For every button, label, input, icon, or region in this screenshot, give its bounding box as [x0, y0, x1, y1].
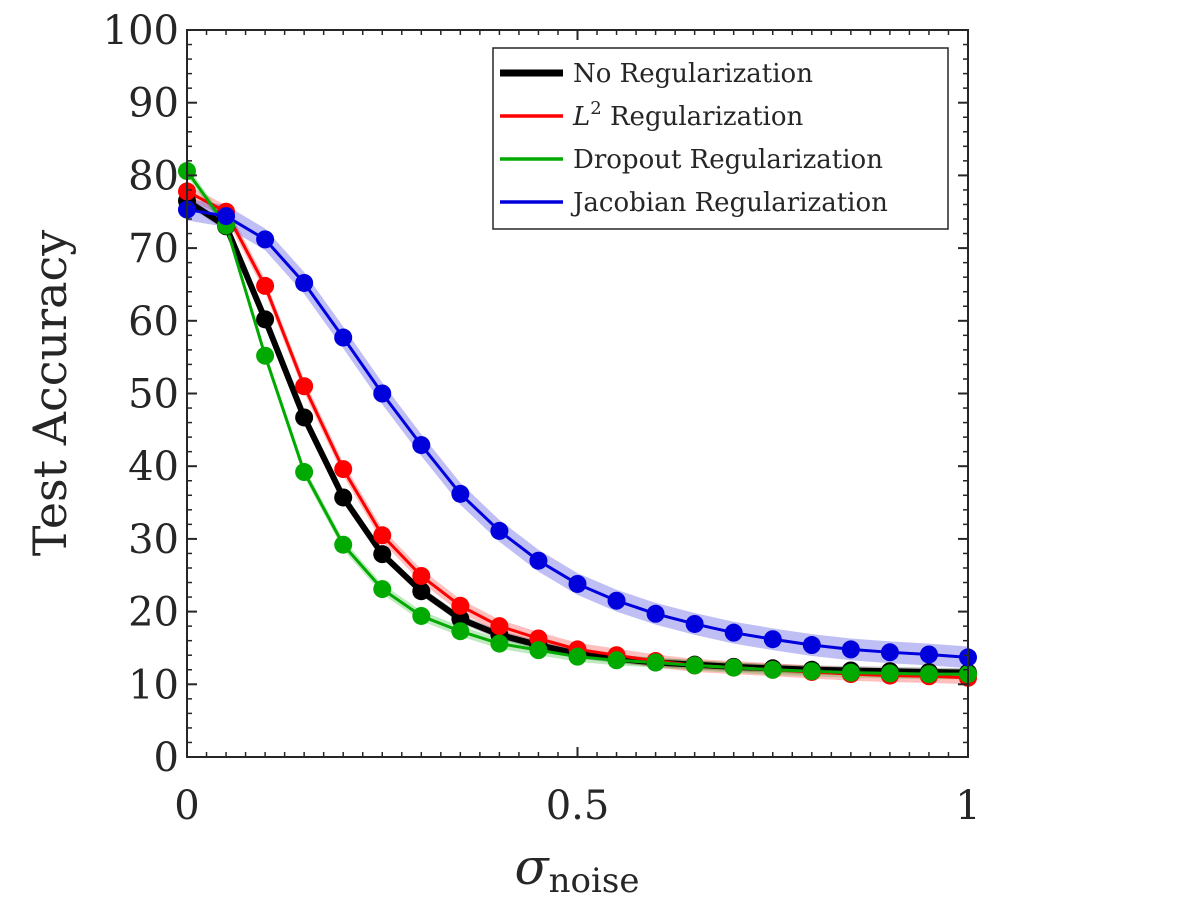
y-axis-label: Test Accuracy [23, 230, 77, 557]
data-point [607, 591, 626, 610]
y-tick-label: 30 [128, 517, 179, 563]
x-tick-label: 1 [955, 783, 980, 829]
legend-label: L2 Regularization [572, 98, 804, 132]
x-axis-label-symbol: σ [515, 838, 551, 896]
data-point [334, 460, 353, 479]
data-point [373, 384, 392, 403]
data-point [334, 535, 353, 554]
data-point [568, 647, 587, 666]
y-tick-label: 50 [128, 372, 179, 418]
x-axis-label-subscript: noise [549, 861, 640, 901]
data-point [841, 663, 860, 682]
y-tick-label: 60 [128, 299, 179, 345]
y-tick-label: 0 [154, 735, 179, 781]
data-point [568, 574, 587, 593]
data-point [763, 630, 782, 649]
y-tick-label: 20 [128, 590, 179, 636]
data-point [295, 377, 314, 396]
x-axis-label: σnoise [515, 838, 640, 901]
data-point [256, 276, 275, 295]
data-point [451, 609, 470, 628]
data-point [217, 207, 236, 226]
data-point [256, 310, 275, 329]
axis-ticks [186, 29, 969, 758]
legend-label: No Regularization [573, 59, 813, 89]
data-point [373, 526, 392, 545]
y-tick-label: 40 [128, 444, 179, 490]
data-point [880, 643, 899, 662]
y-tick-label: 100 [103, 8, 179, 54]
series-markers [178, 162, 977, 687]
y-tick-label: 10 [128, 662, 179, 708]
data-point [841, 640, 860, 659]
data-point [529, 551, 548, 570]
legend-box [492, 47, 949, 230]
data-point [373, 580, 392, 599]
legend-label-main: No Regularization [573, 59, 813, 89]
data-point [451, 596, 470, 615]
data-point [334, 488, 353, 507]
x-tick-label: 0.5 [546, 783, 610, 829]
data-point [295, 463, 314, 482]
data-point [295, 273, 314, 292]
x-tick-labels: 0 0.5 1 [174, 783, 980, 829]
data-point [451, 484, 470, 503]
legend: No Regularization L2 Regularization Dropou… [492, 47, 949, 230]
data-point [334, 328, 353, 347]
legend-label: Jacobian Regularization [570, 188, 888, 218]
legend-label-rest: Regularization [602, 102, 804, 132]
y-tick-labels: 0 10 20 30 40 50 60 70 80 90 100 [103, 8, 179, 781]
legend-label-main: L [572, 102, 590, 132]
data-point [490, 634, 509, 653]
data-point [685, 656, 704, 675]
legend-label-main: Dropout Regularization [573, 145, 883, 175]
legend-label-main: Jacobian Regularization [570, 188, 888, 218]
legend-label: Dropout Regularization [573, 145, 883, 175]
data-point [763, 660, 782, 679]
data-point [724, 623, 743, 642]
data-point [646, 653, 665, 672]
data-point [412, 582, 431, 601]
data-point [412, 606, 431, 625]
data-point [451, 622, 470, 641]
data-point [256, 346, 275, 365]
y-tick-label: 80 [128, 153, 179, 199]
data-point [412, 566, 431, 585]
data-point [802, 662, 821, 681]
y-tick-label: 90 [128, 81, 179, 127]
data-point [724, 658, 743, 677]
data-point [880, 664, 899, 683]
legend-label-superscript: 2 [590, 98, 601, 119]
data-point [373, 545, 392, 564]
data-point [490, 617, 509, 636]
y-tick-label: 70 [128, 226, 179, 272]
x-tick-label: 0 [174, 783, 199, 829]
data-point [490, 521, 509, 540]
data-point [256, 230, 275, 249]
data-point [919, 665, 938, 684]
data-point [802, 636, 821, 655]
data-point [412, 436, 431, 455]
data-point [646, 604, 665, 623]
data-point [529, 641, 548, 660]
data-point [685, 614, 704, 633]
data-point [919, 645, 938, 664]
data-point [607, 651, 626, 670]
data-point [295, 408, 314, 427]
